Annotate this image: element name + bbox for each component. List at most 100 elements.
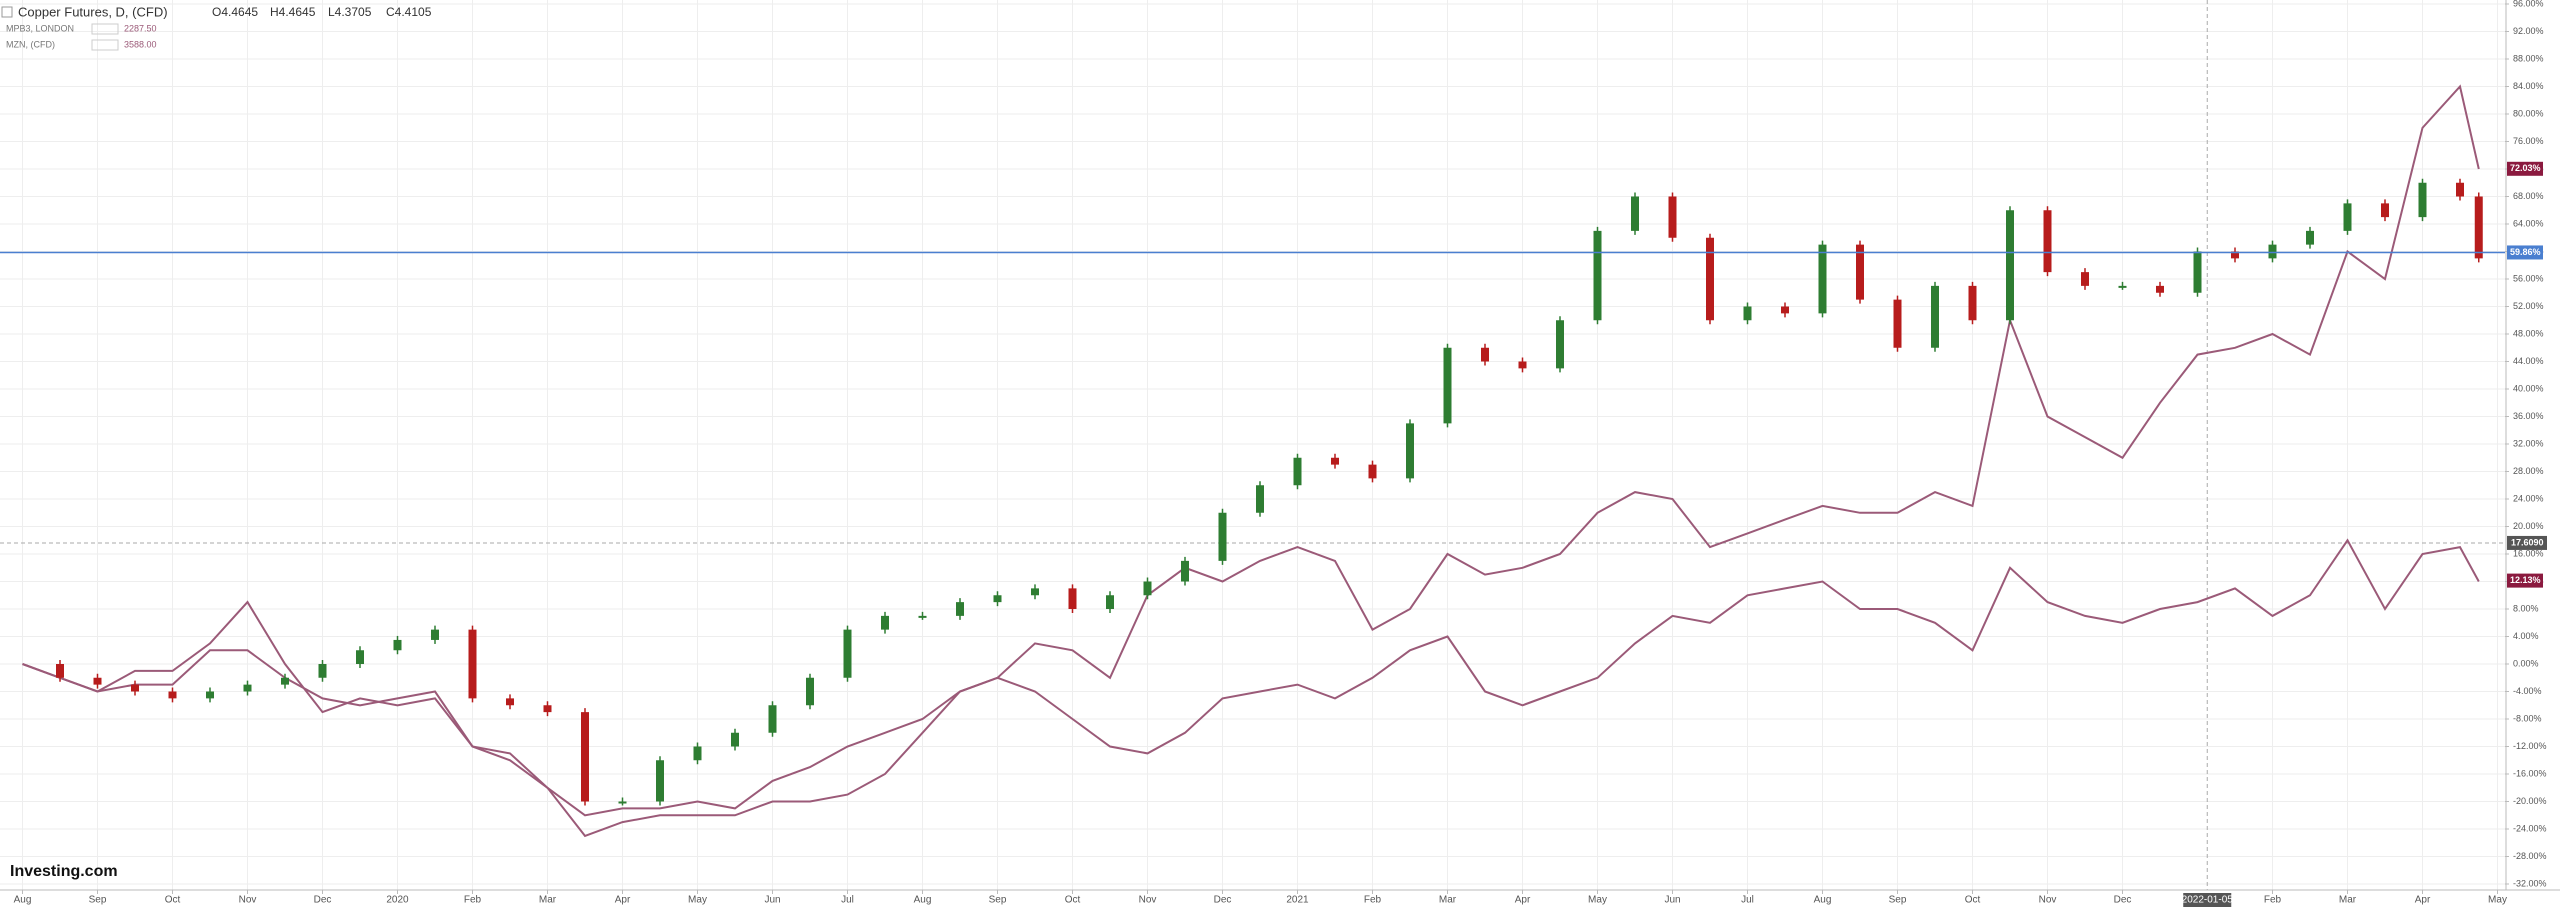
candle <box>1406 423 1414 479</box>
candle <box>131 684 139 692</box>
candle <box>93 677 102 685</box>
x-tick-label: Dec <box>314 895 332 906</box>
candle <box>1518 361 1527 369</box>
candle <box>1218 512 1227 561</box>
y-tick-label: -24.00% <box>2513 823 2547 833</box>
candle <box>1968 285 1977 321</box>
x-tick-label: Mar <box>1439 895 1457 906</box>
candle <box>1293 457 1302 486</box>
y-tick-label: -20.00% <box>2513 796 2547 806</box>
candle <box>881 615 889 630</box>
y-tick-label: 76.00% <box>2513 136 2544 146</box>
x-tick-label: Jun <box>764 895 780 906</box>
x-tick-label: Nov <box>1139 895 1157 906</box>
candle <box>656 760 664 802</box>
candle <box>843 629 852 678</box>
y-tick-label: 48.00% <box>2513 328 2544 338</box>
y-tick-label: 56.00% <box>2513 273 2544 283</box>
x-tick-label: Jul <box>1741 895 1754 906</box>
price-marker-box <box>2507 245 2543 260</box>
y-tick-label: -16.00% <box>2513 768 2547 778</box>
candle <box>1856 244 1864 300</box>
x-tick-label: Aug <box>14 895 32 906</box>
candle <box>318 664 327 678</box>
candle <box>1106 595 1114 609</box>
y-tick-label: 52.00% <box>2513 301 2544 311</box>
candle <box>1556 320 1564 369</box>
x-tick-label: Mar <box>2339 895 2357 906</box>
series-line <box>22 538 2480 838</box>
price-marker-box <box>2507 573 2543 588</box>
x-tick-label: Jun <box>1664 895 1680 906</box>
y-tick-label: 84.00% <box>2513 81 2544 91</box>
candle <box>956 602 964 616</box>
y-tick-label: 28.00% <box>2513 466 2544 476</box>
x-tick-label: Aug <box>914 895 932 906</box>
crosshair-y-box <box>2507 535 2547 550</box>
candle <box>806 677 814 706</box>
legend-value: 3588.00 <box>124 39 157 49</box>
candle <box>1331 457 1339 465</box>
y-tick-label: 68.00% <box>2513 191 2544 201</box>
y-tick-label: -4.00% <box>2513 686 2542 696</box>
candle <box>1443 347 1452 424</box>
candle <box>2231 251 2239 259</box>
candle <box>393 639 402 651</box>
marks <box>22 84 2483 838</box>
candle <box>618 801 627 804</box>
x-tick-label: Oct <box>1965 895 1981 906</box>
candle <box>768 705 777 733</box>
x-tick-label: May <box>1588 895 1607 906</box>
y-tick-label: 8.00% <box>2513 603 2539 613</box>
candle <box>1068 588 1077 609</box>
x-tick-label: Sep <box>89 895 107 906</box>
candle <box>1256 485 1264 513</box>
candle <box>543 705 552 713</box>
candle <box>1368 464 1377 479</box>
x-tick-label: Apr <box>2415 895 2431 906</box>
candle <box>2043 210 2052 273</box>
y-tick-label: 32.00% <box>2513 438 2544 448</box>
candle <box>468 629 477 699</box>
y-tick-label: 92.00% <box>2513 26 2544 36</box>
price-marker-label: 12.13% <box>2510 575 2541 585</box>
candle <box>56 664 64 678</box>
y-tick-label: 24.00% <box>2513 493 2544 503</box>
candle <box>2268 244 2277 259</box>
ohlc-value: C4.4105 <box>386 5 432 19</box>
candle <box>693 746 702 761</box>
x-tick-label: Mar <box>539 895 557 906</box>
y-tick-label: 36.00% <box>2513 411 2544 421</box>
x-tick-label: Apr <box>1515 895 1531 906</box>
crosshair-x-box <box>2183 893 2232 907</box>
candle <box>2381 203 2389 218</box>
x-tick-label: Sep <box>1889 895 1907 906</box>
candle <box>993 595 1002 603</box>
collapse-icon[interactable] <box>1 6 13 18</box>
candle <box>1706 237 1714 321</box>
x-tick-label: May <box>2488 895 2507 906</box>
candle <box>2474 196 2483 259</box>
candle <box>2006 210 2014 321</box>
y-tick-label: -32.00% <box>2513 878 2547 888</box>
candle <box>1031 588 1039 596</box>
legend-name: MZN, (CFD) <box>6 39 55 49</box>
y-tick-label: -12.00% <box>2513 741 2547 751</box>
y-tick-label: 20.00% <box>2513 521 2544 531</box>
y-tick-label: 44.00% <box>2513 356 2544 366</box>
y-tick-label: 64.00% <box>2513 218 2544 228</box>
y-tick-label: -8.00% <box>2513 713 2542 723</box>
candle <box>1893 299 1902 348</box>
candle <box>2193 251 2202 293</box>
candle <box>206 691 214 699</box>
x-tick-label: Apr <box>615 895 631 906</box>
price-marker-box <box>2507 161 2543 176</box>
x-tick-label: 2020 <box>386 895 409 906</box>
chart-title: Copper Futures, D, (CFD) <box>18 4 168 19</box>
x-tick-label: Sep <box>989 895 1007 906</box>
candle <box>2306 230 2314 245</box>
candle <box>1181 560 1189 582</box>
candle <box>2118 285 2127 288</box>
legend-value: 2287.50 <box>124 23 157 33</box>
